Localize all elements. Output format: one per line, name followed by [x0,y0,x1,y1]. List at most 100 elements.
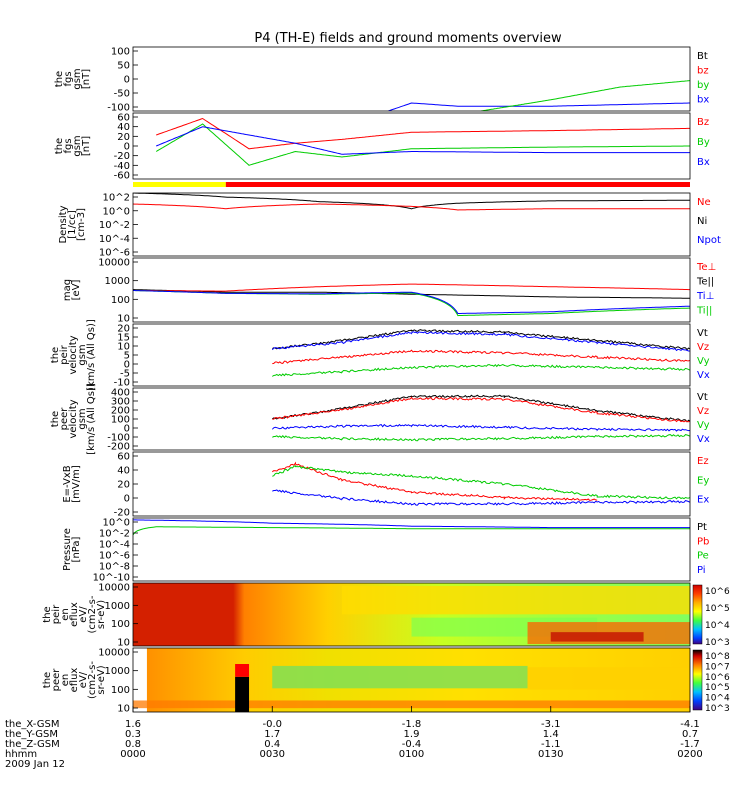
legend-entry: Vz [697,406,709,417]
spectrogram-band [235,676,250,712]
y-axis-label: [nPa] [71,536,82,562]
legend-entry: Bt [697,51,708,62]
y-tick-label: 40 [117,122,130,133]
colorbar-label: 10^3 [705,638,730,648]
spectrogram-band [527,667,690,690]
panel-frame [132,517,691,582]
y-axis-label: gsm [77,408,88,429]
orbit-row-value: -3.1 [541,719,561,730]
y-axis-label: gsm [77,344,88,365]
y-tick-label: 10000 [98,583,130,594]
orbit-row-value: -1.1 [541,739,561,750]
y-axis-label: [km/s (All Qs)] [86,383,97,455]
colorbar-label: 10^7 [705,662,730,672]
y-tick-label: 10^0 [103,518,130,529]
y-tick-label: -20 [114,151,130,162]
legend-entry: Vt [697,328,708,339]
legend-entry: Pt [697,522,707,533]
y-axis-label: (cm2-s- [87,661,98,699]
y-axis-label: eV/ [78,671,89,688]
orbit-row-value: 1.9 [404,729,420,740]
legend-entry: Ex [697,495,709,506]
colorbar-label: 10^5 [705,683,730,693]
colorbar-label: 10^3 [705,704,730,714]
y-axis-label: gsm [72,68,83,89]
y-axis-label: [cm-3] [76,208,87,241]
y-tick-label: 10^-2 [99,220,130,231]
orbit-row-value: 1.6 [125,719,141,730]
series-line-Ex [272,489,690,506]
y-axis-label: peir [59,344,70,364]
y-axis-label: the [42,606,53,622]
colorbar [692,584,703,645]
y-tick-label: 0 [124,494,130,505]
orbit-row-value: 0.4 [264,739,280,750]
y-axis-label: [km/s (All Qs)] [86,319,97,391]
spectrogram-gap [133,648,147,712]
y-tick-label: 15 [117,333,130,344]
series-line-Pi [133,519,690,529]
y-tick-label: 1000 [105,666,130,677]
legend-entry: Ez [697,456,709,467]
orbit-row-label: the_Z-GSM [5,739,60,750]
y-tick-label: 100 [111,415,130,426]
y-axis-label: (cm2-s- [87,595,98,633]
y-tick-label: -100 [107,433,130,444]
spectrogram-band [341,586,690,615]
y-tick-label: 5 [124,351,130,362]
series-line-Ey [272,465,690,500]
y-axis-label: en [60,608,71,621]
y-axis-label: the [50,411,61,427]
legend-entry: Vx [697,370,710,381]
panel-frame [132,46,691,112]
y-tick-label: 50 [117,61,130,72]
y-tick-label: -60 [114,171,130,182]
y-tick-label: 300 [111,397,130,408]
series-line-bx [388,102,690,111]
y-tick-label: 10^-6 [99,248,130,259]
y-tick-label: -100 [107,103,130,114]
quality-bar-yellow [133,182,226,187]
y-axis-label: fgs [63,71,74,86]
y-tick-label: -5 [120,369,130,380]
spectrogram-band [550,632,644,642]
y-tick-label: 10^-2 [99,529,130,540]
panel-frame [132,582,691,647]
y-tick-label: 10^-4 [99,540,130,551]
y-tick-label: 10^-10 [93,573,130,584]
y-tick-label: 10^-4 [99,234,130,245]
colorbar [692,649,703,711]
y-tick-label: 10 [117,314,130,325]
y-tick-label: 10 [117,342,130,353]
orbit-row-value: 0.7 [682,729,698,740]
y-axis-label: fgs [63,138,74,153]
orbit-row-value: 0200 [677,749,702,760]
y-axis-label: gsm [72,135,83,156]
orbit-row-value: -0.4 [402,739,422,750]
y-axis-label: peer [59,407,70,431]
orbit-row-value: 0.8 [125,739,141,750]
orbit-row-value: 1.7 [264,729,280,740]
y-tick-label: 100 [111,47,130,58]
series-line-Te|| [133,289,690,299]
orbit-row-value: -1.7 [680,739,700,750]
orbit-row-label: the_Y-GSM [5,729,58,740]
colorbar-label: 10^6 [705,587,730,597]
y-axis-label: eV/ [78,606,89,623]
legend-entry: Vy [697,420,710,431]
orbit-row-label: hhmm [5,749,37,760]
y-tick-label: 20 [117,480,130,491]
legend-entry: Te|| [696,277,714,288]
y-tick-label: 10000 [98,258,130,269]
legend-entry: Vx [697,434,710,445]
y-tick-label: 0 [124,424,130,435]
series-line-Bx [156,126,690,155]
y-axis-label: E=-VxB [62,465,73,502]
orbit-row-value: 0000 [120,749,145,760]
series-line-Ne [133,203,690,211]
y-tick-label: 20 [117,132,130,143]
legend-entry: Ni [697,216,707,227]
y-axis-label: velocity [68,399,79,438]
legend-entry: Te⊥ [696,262,716,273]
